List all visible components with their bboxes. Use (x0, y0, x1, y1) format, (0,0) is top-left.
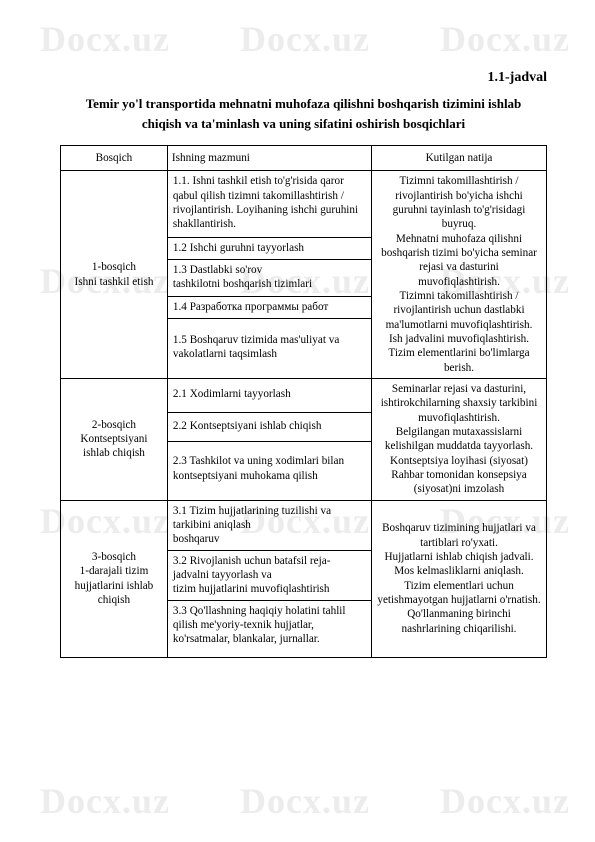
header-stage: Bosqich (61, 146, 168, 171)
title-line-1: Temir yo'l transportida mehnatni muhofaz… (86, 96, 522, 111)
stage1-content-5: 1.5 Boshqaruv tizimida mas'uliyat va vak… (167, 319, 371, 379)
table-row: 1-bosqichIshni tashkil etish 1.1. Ishni … (61, 171, 547, 238)
stage1-content-2: 1.2 Ishchi guruhni tayyorlash (167, 237, 371, 259)
header-result: Kutilgan natija (372, 146, 547, 171)
stage1-content-1: 1.1. Ishni tashkil etish to'g'risida qar… (167, 171, 371, 238)
table-row: 2-bosqichKontseptsiyani ishlab chiqish 2… (61, 378, 547, 412)
title-line-2: chiqish va ta'minlash va uning sifatini … (142, 116, 465, 131)
watermark: Docx.uz (40, 780, 170, 822)
table-header-row: Bosqich Ishning mazmuni Kutilgan natija (61, 146, 547, 171)
table-title: Temir yo'l transportida mehnatni muhofaz… (60, 94, 547, 133)
header-content: Ishning mazmuni (167, 146, 371, 171)
stages-table: Bosqich Ishning mazmuni Kutilgan natija … (60, 145, 547, 658)
stage3-content-3: 3.3 Qo'llashning haqiqiy holatini tahlil… (167, 600, 371, 657)
page-content: 1.1-jadval Temir yo'l transportida mehna… (0, 0, 595, 688)
table-number: 1.1-jadval (60, 70, 547, 86)
stage1-content-3: 1.3 Dastlabki so'rovtashkilotni boshqari… (167, 260, 371, 297)
stage1-content-4: 1.4 Разработка программы работ (167, 297, 371, 319)
table-row: 3-bosqich1-darajali tizim hujjatlarini i… (61, 500, 547, 550)
stage2-content-3: 2.3 Tashkilot va uning xodimlari bilan k… (167, 442, 371, 500)
stage1-result: Tizimni takomillashtirish / rivojlantiri… (372, 171, 547, 379)
stage3-result: Boshqaruv tizimining hujjatlari va tarti… (372, 500, 547, 657)
stage3-content-1: 3.1 Tizim hujjatlarining tuzilishi va ta… (167, 500, 371, 550)
stage1-name: 1-bosqichIshni tashkil etish (61, 171, 168, 379)
stage2-content-2: 2.2 Kontseptsiyani ishlab chiqish (167, 412, 371, 442)
watermark: Docx.uz (240, 780, 370, 822)
stage2-name: 2-bosqichKontseptsiyani ishlab chiqish (61, 378, 168, 500)
stage2-result: Seminarlar rejasi va dasturini, ishtirok… (372, 378, 547, 500)
stage3-name: 3-bosqich1-darajali tizim hujjatlarini i… (61, 500, 168, 657)
stage3-content-2: 3.2 Rivojlanish uchun batafsil reja-jadv… (167, 550, 371, 600)
stage2-content-1: 2.1 Xodimlarni tayyorlash (167, 378, 371, 412)
watermark: Docx.uz (440, 780, 570, 822)
